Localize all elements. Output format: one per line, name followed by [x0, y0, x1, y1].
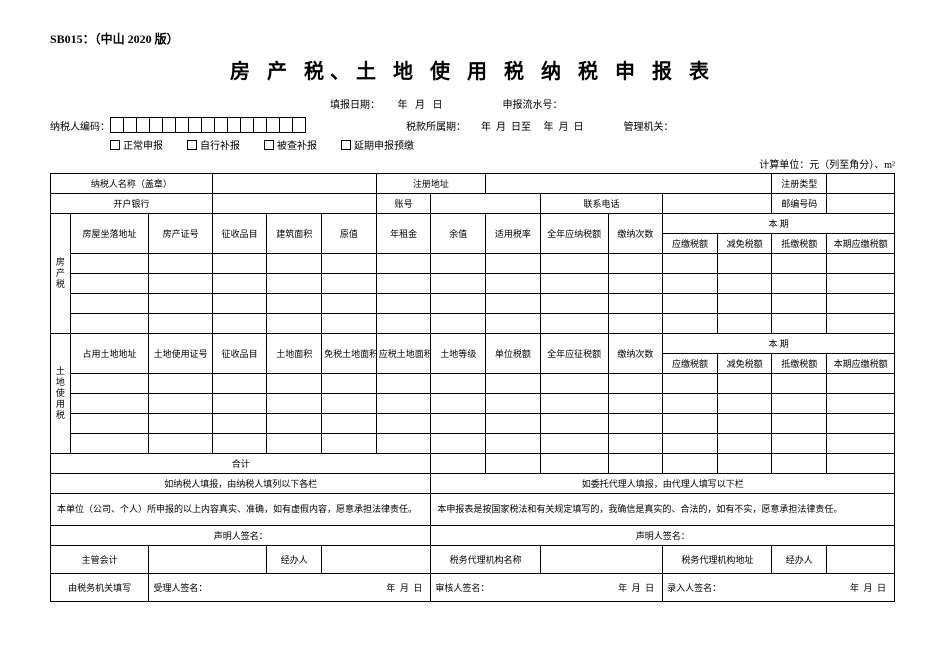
admin-org-label: 管理机关：	[624, 122, 674, 133]
pt-curdue: 本期应缴税额	[827, 234, 895, 254]
main-table: 纳税人名称（盖章） 注册地址 注册类型 开户银行 账号 联系电话 邮编号码 房产…	[50, 173, 895, 602]
tax-auth-fill-label: 由税务机关填写	[51, 574, 149, 602]
lt-row-1[interactable]	[51, 374, 895, 394]
form-code: SB015：（中山 2020 版）	[50, 30, 895, 47]
agent-sig-label: 声明人签名：	[431, 526, 895, 546]
taxpayer-name-label: 纳税人名称（盖章）	[51, 174, 213, 194]
lt-current: 本 期	[663, 334, 895, 354]
postcode-label: 邮编号码	[772, 194, 827, 214]
pt-current: 本 期	[663, 214, 895, 234]
chief-accountant-label: 主管会计	[51, 546, 149, 574]
agent-org-name-value[interactable]	[540, 546, 662, 574]
phone-label: 联系电话	[540, 194, 662, 214]
pt-times: 缴纳次数	[608, 214, 663, 254]
pt-row-4[interactable]	[51, 314, 895, 334]
land-tax-section: 土地使用税	[51, 334, 71, 454]
lt-unit: 单位税额	[486, 334, 541, 374]
reviewer-cell[interactable]: 审核人签名： 年 月 日	[431, 574, 663, 602]
pt-orig: 原值	[322, 214, 377, 254]
pt-addr: 房屋坐落地址	[70, 214, 149, 254]
reg-addr-label: 注册地址	[376, 174, 485, 194]
pt-exempt: 减免税额	[717, 234, 772, 254]
bank-label: 开户银行	[51, 194, 213, 214]
lt-area: 土地面积	[267, 334, 322, 374]
self-declare-title: 如纳税人填报，由纳税人填列以下各栏	[51, 474, 431, 494]
pt-row-3[interactable]	[51, 294, 895, 314]
chief-accountant-value[interactable]	[149, 546, 267, 574]
checkbox-self-correct[interactable]: 自行补报	[187, 137, 240, 152]
lt-cert: 土地使用证号	[149, 334, 212, 374]
agent-declare-title: 如委托代理人填报，由代理人填写以下栏	[431, 474, 895, 494]
property-tax-section: 房产税	[51, 214, 71, 334]
lt-due: 应缴税额	[663, 354, 718, 374]
lt-addr: 占用土地地址	[70, 334, 149, 374]
lt-exarea: 免税土地面积	[322, 334, 377, 374]
lt-grade: 土地等级	[431, 334, 486, 374]
handler-value-1[interactable]	[322, 546, 431, 574]
handler-label-2: 经办人	[772, 546, 827, 574]
lt-row-2[interactable]	[51, 394, 895, 414]
checkbox-deferred[interactable]: 延期申报预缴	[341, 137, 414, 152]
agent-org-addr-label: 税务代理机构地址	[663, 546, 772, 574]
pt-row-2[interactable]	[51, 274, 895, 294]
checkbox-normal[interactable]: 正常申报	[110, 137, 163, 152]
pt-annual: 全年应纳税额	[540, 214, 608, 254]
lt-row-4[interactable]	[51, 434, 895, 454]
total-label: 合计	[51, 454, 431, 474]
receiver-cell[interactable]: 受理人签名： 年 月 日	[149, 574, 431, 602]
month-label: 月	[415, 100, 425, 111]
taxpayer-name-value[interactable]	[212, 174, 376, 194]
lt-item: 征收品目	[212, 334, 267, 374]
tax-period-label: 税款所属期：	[406, 122, 466, 133]
postcode-value[interactable]	[827, 194, 895, 214]
form-title: 房 产 税、土 地 使 用 税 纳 税 申 报 表	[50, 55, 895, 84]
self-sig-label: 声明人签名：	[51, 526, 431, 546]
lt-annual: 全年应征税额	[540, 334, 608, 374]
pt-residual: 余值	[431, 214, 486, 254]
agent-declare-text: 本申报表是按国家税法和有关规定填写的，我确信是真实的、合法的，如有不实，愿意承担…	[431, 494, 895, 526]
recorder-cell[interactable]: 录入人签名： 年 月 日	[663, 574, 895, 602]
lt-row-3[interactable]	[51, 414, 895, 434]
pt-item: 征收品目	[212, 214, 267, 254]
account-label: 账号	[376, 194, 431, 214]
taxpayer-code-boxes[interactable]	[110, 117, 306, 133]
fill-date-label: 填报日期：	[330, 100, 380, 111]
account-value[interactable]	[431, 194, 540, 214]
year-label: 年	[398, 100, 408, 111]
checkbox-inspect-correct[interactable]: 被查补报	[264, 137, 317, 152]
bank-value[interactable]	[212, 194, 376, 214]
pt-cert: 房产证号	[149, 214, 212, 254]
handler-label-1: 经办人	[267, 546, 322, 574]
pt-due: 应缴税额	[663, 234, 718, 254]
reg-type-value[interactable]	[827, 174, 895, 194]
self-declare-text: 本单位（公司、个人）所申报的以上内容真实、准确，如有虚假内容，愿意承担法律责任。	[51, 494, 431, 526]
unit-note: 计算单位：元（列至角分）、m²	[50, 156, 895, 171]
taxpayer-code-label: 纳税人编码：	[50, 118, 110, 133]
day-label: 日	[433, 100, 443, 111]
handler-value-2[interactable]	[827, 546, 895, 574]
pt-rate: 适用税率	[486, 214, 541, 254]
pt-row-1[interactable]	[51, 254, 895, 274]
agent-org-name-label: 税务代理机构名称	[431, 546, 540, 574]
lt-offset: 抵缴税额	[772, 354, 827, 374]
pt-area: 建筑面积	[267, 214, 322, 254]
lt-curdue: 本期应缴税额	[827, 354, 895, 374]
lt-times: 缴纳次数	[608, 334, 663, 374]
pt-offset: 抵缴税额	[772, 234, 827, 254]
pt-rent: 年租金	[376, 214, 431, 254]
lt-exempt: 减免税额	[717, 354, 772, 374]
reg-addr-value[interactable]	[486, 174, 772, 194]
phone-value[interactable]	[663, 194, 772, 214]
serial-label: 申报流水号：	[503, 100, 563, 111]
reg-type-label: 注册类型	[772, 174, 827, 194]
lt-taxarea: 应税土地面积	[376, 334, 431, 374]
